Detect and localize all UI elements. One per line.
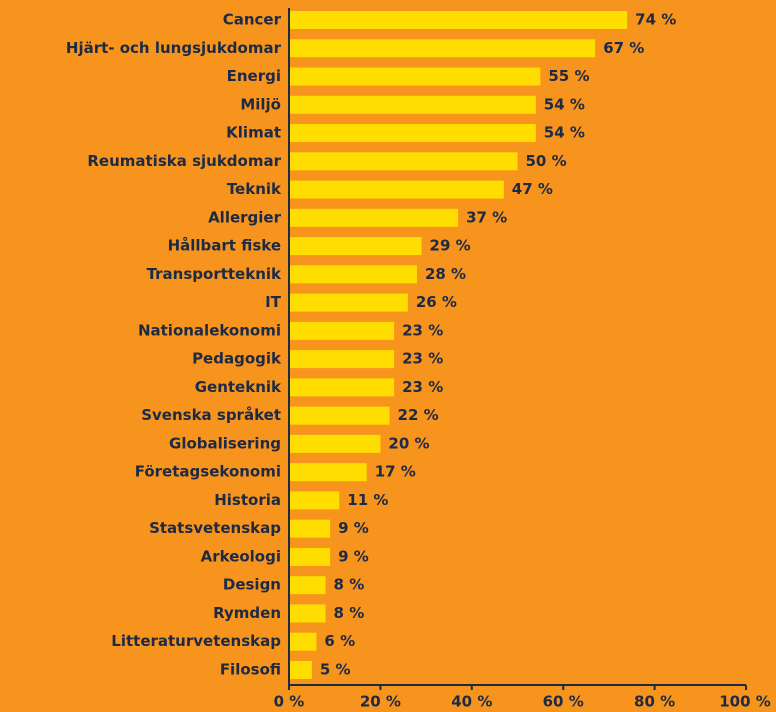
value-label: 50 % <box>526 152 567 170</box>
bar <box>289 95 536 114</box>
x-tick-label: 0 % <box>274 693 305 711</box>
category-label: Genteknik <box>195 378 282 396</box>
category-label: Globalisering <box>169 434 281 452</box>
value-label: 26 % <box>416 293 457 311</box>
category-label: Miljö <box>240 95 281 113</box>
value-label: 28 % <box>425 265 466 283</box>
value-label: 6 % <box>324 632 355 650</box>
value-label: 74 % <box>635 11 676 29</box>
value-label: 9 % <box>338 547 369 565</box>
category-label: Teknik <box>227 180 282 198</box>
value-label: 17 % <box>375 463 416 481</box>
value-label: 23 % <box>402 321 443 339</box>
bar <box>289 11 628 29</box>
bar <box>289 124 536 143</box>
value-label: 37 % <box>466 208 507 226</box>
bar <box>289 632 317 651</box>
bar <box>289 265 417 284</box>
x-tick-label: 100 % <box>719 693 771 711</box>
value-label: 11 % <box>347 491 388 509</box>
category-label: Design <box>223 576 281 594</box>
category-label: Pedagogik <box>192 350 282 368</box>
bar <box>289 434 381 453</box>
value-label: 22 % <box>398 406 439 424</box>
category-label: Hållbart fiske <box>168 237 281 255</box>
value-label: 8 % <box>334 576 365 594</box>
bar <box>289 152 518 171</box>
bar <box>289 519 331 538</box>
category-label: Hjärt- och lungsjukdomar <box>66 39 282 57</box>
category-label: Statsvetenskap <box>149 519 281 537</box>
category-label: Företagsekonomi <box>135 463 281 481</box>
category-label: Nationalekonomi <box>138 321 281 339</box>
value-label: 8 % <box>334 604 365 622</box>
category-label: Svenska språket <box>141 406 281 424</box>
category-label: Arkeologi <box>201 547 281 565</box>
value-label: 5 % <box>320 660 351 678</box>
x-tick-label: 40 % <box>451 693 492 711</box>
category-label: Rymden <box>213 604 281 622</box>
bar <box>289 180 504 199</box>
category-label: Reumatiska sjukdomar <box>87 152 281 170</box>
value-label: 55 % <box>548 67 589 85</box>
category-label: Klimat <box>226 124 281 142</box>
bar <box>289 237 422 256</box>
bar <box>289 293 408 312</box>
bar <box>289 39 596 58</box>
category-label: Historia <box>214 491 281 509</box>
bar <box>289 491 340 510</box>
value-label: 23 % <box>402 350 443 368</box>
bar <box>289 321 395 340</box>
bar <box>289 660 312 679</box>
value-label: 20 % <box>388 434 429 452</box>
x-tick-label: 60 % <box>543 693 584 711</box>
value-label: 23 % <box>402 378 443 396</box>
category-label: IT <box>265 293 282 311</box>
bar <box>289 350 395 369</box>
value-label: 54 % <box>544 95 585 113</box>
category-label: Allergier <box>208 208 282 226</box>
value-label: 29 % <box>430 237 471 255</box>
category-label: Transportteknik <box>147 265 282 283</box>
value-label: 9 % <box>338 519 369 537</box>
value-label: 47 % <box>512 180 553 198</box>
bar <box>289 67 541 86</box>
bar <box>289 406 390 425</box>
category-label: Energi <box>227 67 281 85</box>
bar <box>289 604 326 623</box>
value-label: 54 % <box>544 124 585 142</box>
x-tick-label: 80 % <box>634 693 675 711</box>
category-label: Cancer <box>223 11 282 29</box>
value-label: 67 % <box>603 39 644 57</box>
bar <box>289 208 459 227</box>
x-tick-label: 20 % <box>360 693 401 711</box>
category-label: Filosofi <box>220 660 281 678</box>
category-label: Litteraturvetenskap <box>111 632 281 650</box>
bar <box>289 378 395 397</box>
bar <box>289 547 331 566</box>
bar <box>289 576 326 595</box>
bar <box>289 463 367 482</box>
